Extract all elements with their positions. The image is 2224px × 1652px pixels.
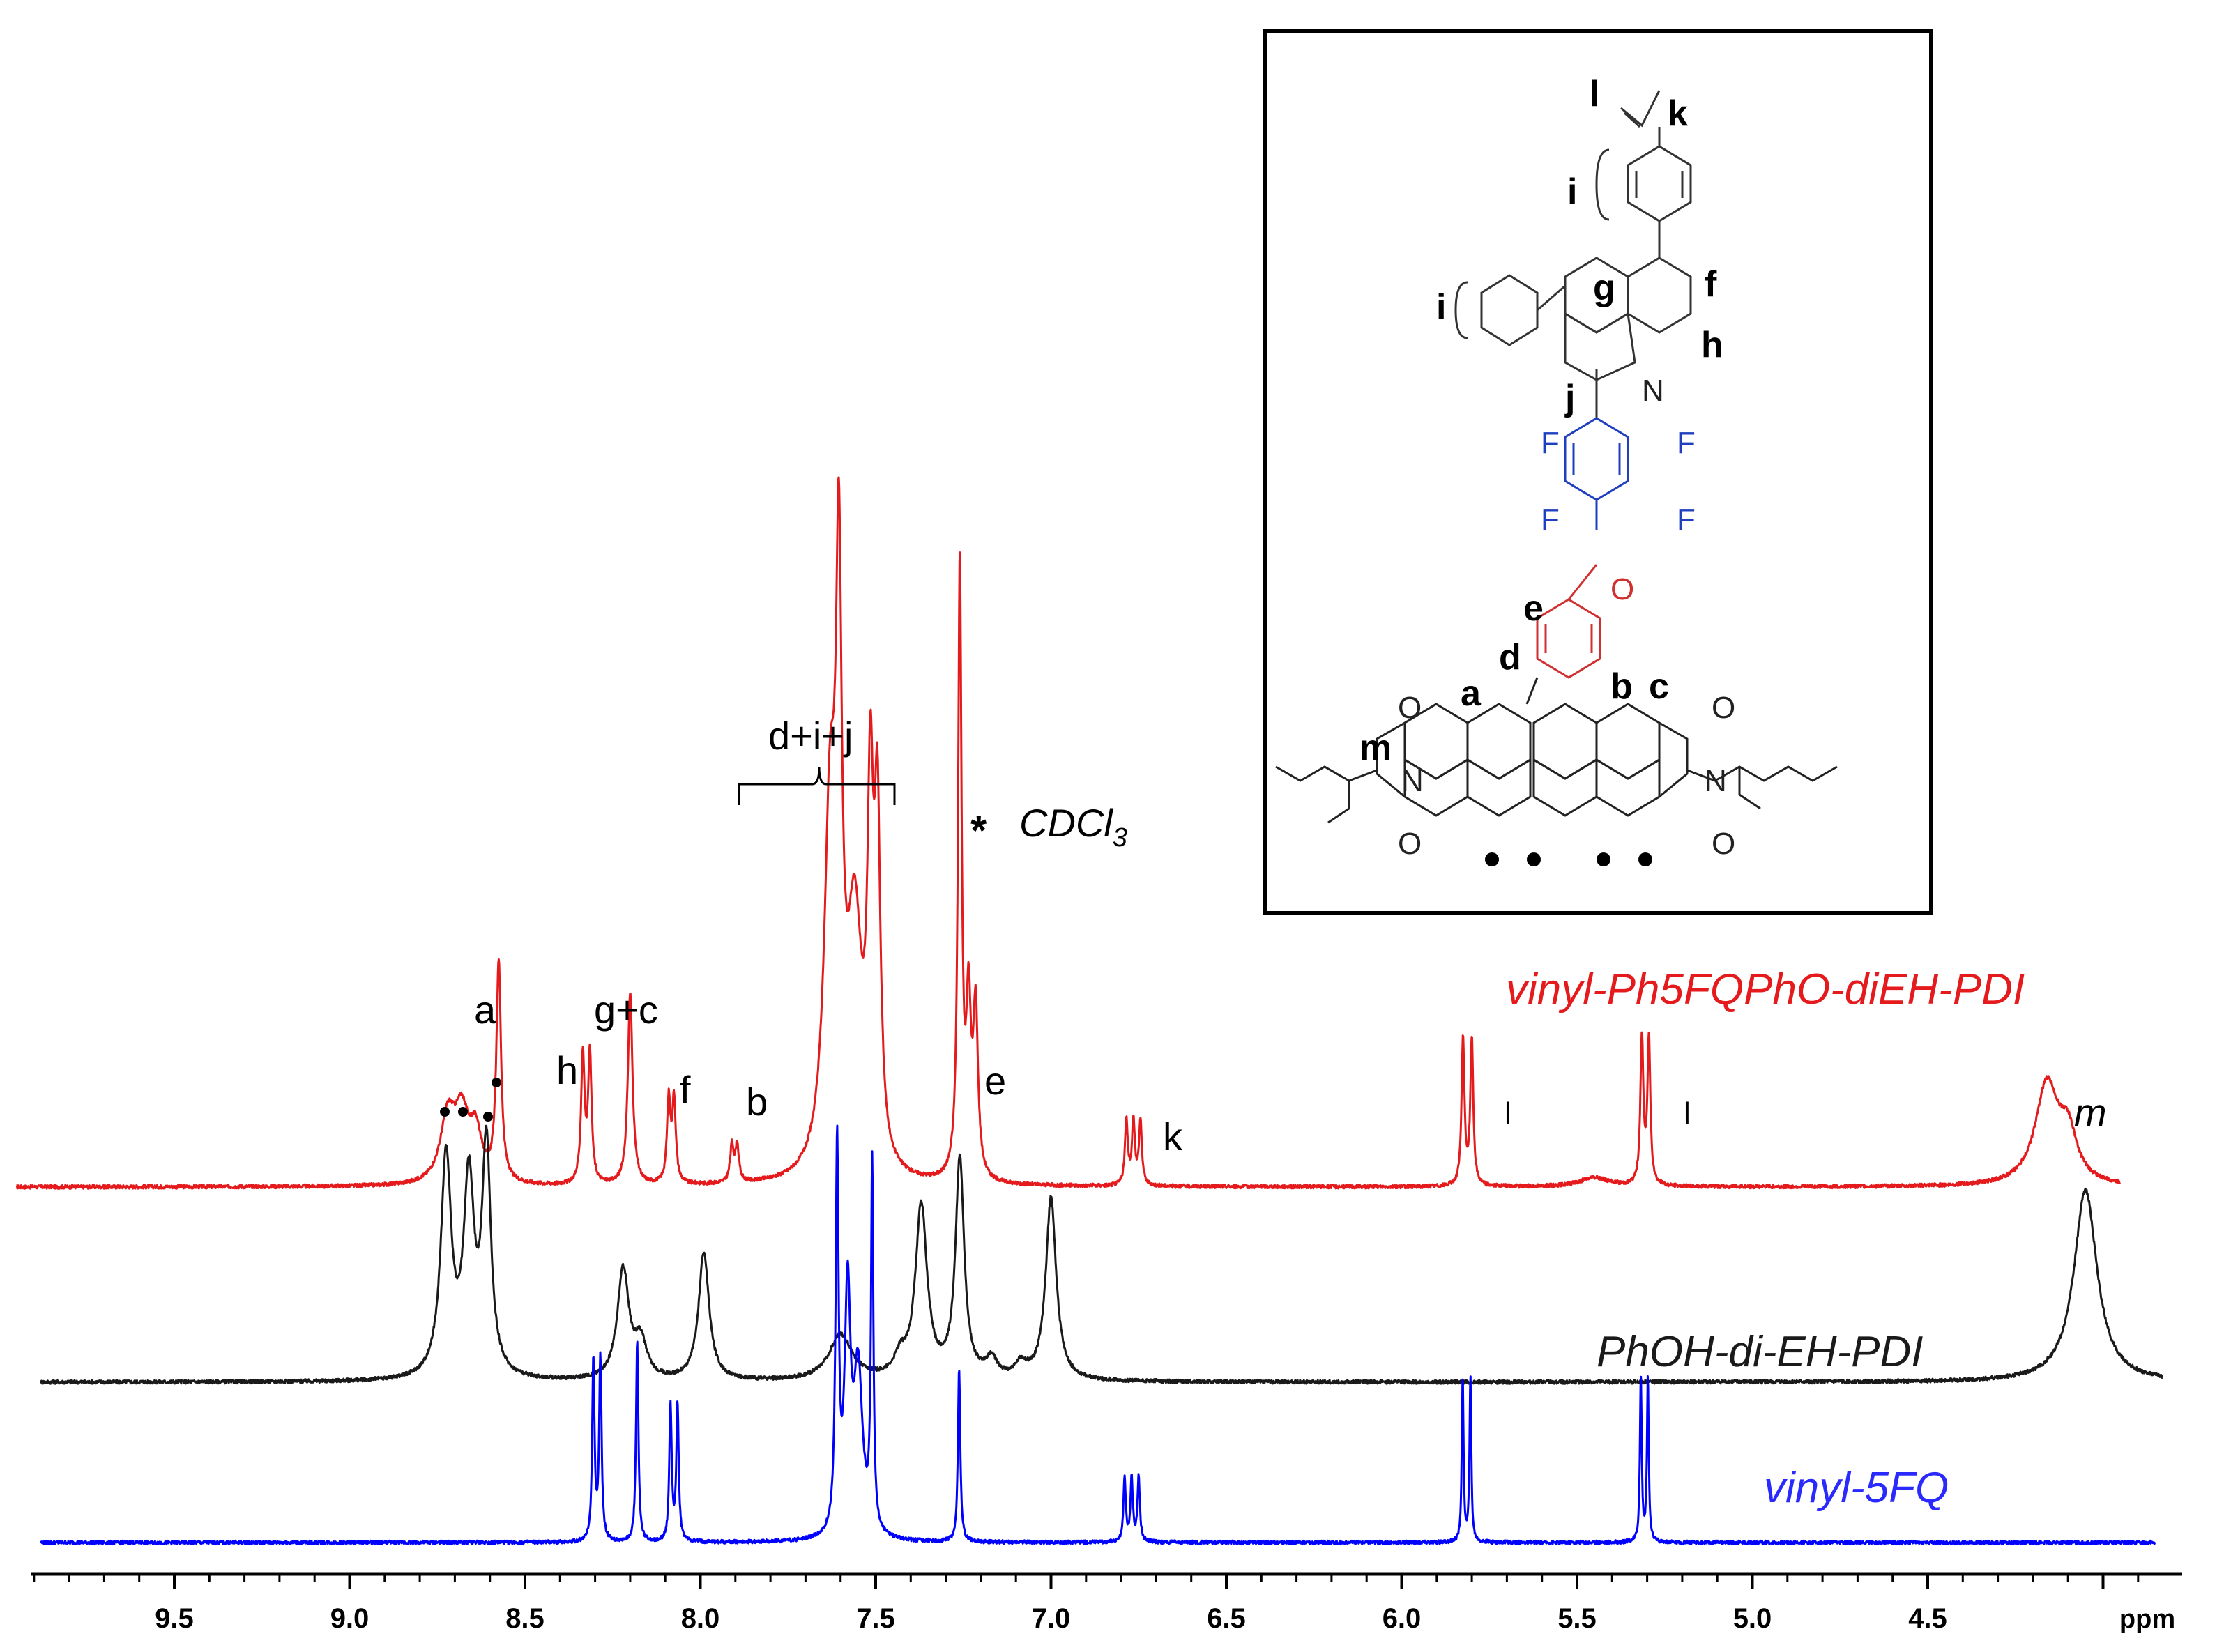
solvent-star: * bbox=[970, 807, 987, 854]
label-n-right: N bbox=[1705, 764, 1727, 798]
series-label-phoh-pdi: PhOH-di-EH-PDI bbox=[1597, 1328, 1924, 1376]
label-g: g bbox=[1593, 268, 1615, 308]
label-f1: F bbox=[1541, 426, 1560, 460]
label-f4: F bbox=[1677, 503, 1696, 537]
i-bracket-top bbox=[1595, 148, 1610, 221]
pdi-core bbox=[1275, 677, 1838, 824]
peak-annotations: a h g+c f b d+i+j e k l l m * CDCl3 bbox=[440, 714, 2107, 1158]
label-i-left: i bbox=[1436, 287, 1446, 328]
x-axis-tick-labels: 9.5 9.0 8.5 8.0 7.5 7.0 6.5 6.0 5.5 5.0 4.5 bbox=[155, 1603, 1947, 1634]
x-tick-label: 8.5 bbox=[505, 1603, 544, 1634]
peak-label-m: m bbox=[2074, 1090, 2107, 1134]
label-d: d bbox=[1499, 637, 1521, 678]
dij-bracket bbox=[738, 766, 896, 805]
label-h: h bbox=[1701, 325, 1723, 365]
label-n-ring: N bbox=[1642, 374, 1664, 408]
label-j: j bbox=[1564, 378, 1575, 418]
label-l: l bbox=[1590, 74, 1599, 114]
label-f3: F bbox=[1541, 503, 1560, 537]
spectra-group bbox=[15, 476, 2163, 1546]
x-tick-label: 9.0 bbox=[330, 1603, 370, 1634]
peak-label-l-1: l bbox=[1505, 1096, 1511, 1131]
x-tick-label: 7.5 bbox=[856, 1603, 895, 1634]
peak-label-l-2: l bbox=[1684, 1096, 1691, 1131]
x-tick-label: 6.0 bbox=[1383, 1603, 1422, 1634]
label-o3: O bbox=[1712, 691, 1735, 725]
pdi-dot-marker bbox=[483, 1112, 493, 1122]
structure-labels: l k i i g f h j N F F F F O e d a b c m … bbox=[1359, 74, 1735, 866]
label-f: f bbox=[1705, 264, 1717, 305]
quinoline-pyridine bbox=[1564, 312, 1636, 381]
spectrum-line-vinyl-5fq bbox=[40, 1124, 2156, 1546]
peak-label-f: f bbox=[680, 1068, 691, 1112]
peak-label-b: b bbox=[746, 1080, 768, 1124]
x-tick-label: 5.5 bbox=[1557, 1603, 1597, 1634]
label-i-top: i bbox=[1567, 171, 1577, 212]
solvent-label: CDCl3 bbox=[1019, 801, 1127, 852]
left-phenyl-ring bbox=[1480, 274, 1539, 346]
x-tick-label: 7.0 bbox=[1032, 1603, 1071, 1634]
structure-dot bbox=[1527, 852, 1541, 866]
x-tick-label: 6.5 bbox=[1207, 1603, 1246, 1634]
fluoro-ring bbox=[1564, 417, 1629, 530]
peak-label-e: e bbox=[984, 1059, 1006, 1103]
label-f2: F bbox=[1677, 426, 1696, 460]
label-b: b bbox=[1610, 666, 1633, 707]
x-axis-label: ppm bbox=[2119, 1605, 2175, 1634]
peak-label-h: h bbox=[556, 1048, 578, 1092]
structure-dot bbox=[1597, 852, 1610, 866]
label-m: m bbox=[1359, 728, 1392, 768]
label-e: e bbox=[1523, 588, 1544, 629]
label-o4: O bbox=[1712, 827, 1735, 861]
left-phenyl-link bbox=[1537, 284, 1566, 312]
label-k: k bbox=[1668, 93, 1688, 134]
label-c: c bbox=[1649, 666, 1669, 707]
series-label-vinyl-ph5fqpho: vinyl-Ph5FQPhO-diEH-PDI bbox=[1506, 965, 2025, 1014]
x-axis-ticks bbox=[33, 1574, 2140, 1589]
label-o2: O bbox=[1398, 827, 1422, 861]
pdi-dot-marker bbox=[458, 1107, 468, 1117]
spectrum-line-vinyl-ph5fqpho-dieh-pdi bbox=[15, 476, 2122, 1190]
spectrum-line-phoh-di-eh-pdi bbox=[40, 1124, 2163, 1385]
label-o1: O bbox=[1398, 691, 1422, 725]
x-tick-label: 4.5 bbox=[1908, 1603, 1947, 1634]
peak-label-gc: g+c bbox=[594, 988, 658, 1032]
pdi-dot-marker bbox=[440, 1107, 450, 1117]
label-n-left: N bbox=[1401, 764, 1424, 798]
series-label-vinyl-5fq: vinyl-5FQ bbox=[1764, 1464, 1949, 1512]
x-axis: 9.5 9.0 8.5 8.0 7.5 7.0 6.5 6.0 5.5 5.0 4.5 ppm bbox=[31, 1572, 2182, 1634]
x-tick-label: 9.5 bbox=[155, 1603, 194, 1634]
peak-label-a: a bbox=[474, 988, 496, 1032]
label-o-ether: O bbox=[1610, 572, 1634, 606]
pdi-dot-marker bbox=[492, 1078, 501, 1087]
i-bracket-left bbox=[1454, 281, 1468, 339]
phenoxy-ring bbox=[1536, 564, 1601, 679]
molecular-structure-inset: l k i i g f h j N F F F F O e d a b c m … bbox=[1263, 29, 1933, 915]
label-a: a bbox=[1461, 673, 1482, 714]
peak-label-k: k bbox=[1163, 1115, 1183, 1158]
structure-bonds bbox=[1454, 90, 1692, 418]
x-tick-label: 5.0 bbox=[1733, 1603, 1772, 1634]
peak-label-dij: d+i+j bbox=[768, 714, 853, 758]
vinyl-bond bbox=[1620, 90, 1661, 128]
structure-dot bbox=[1485, 852, 1499, 866]
structure-dot bbox=[1638, 852, 1652, 866]
x-tick-label: 8.0 bbox=[681, 1603, 720, 1634]
